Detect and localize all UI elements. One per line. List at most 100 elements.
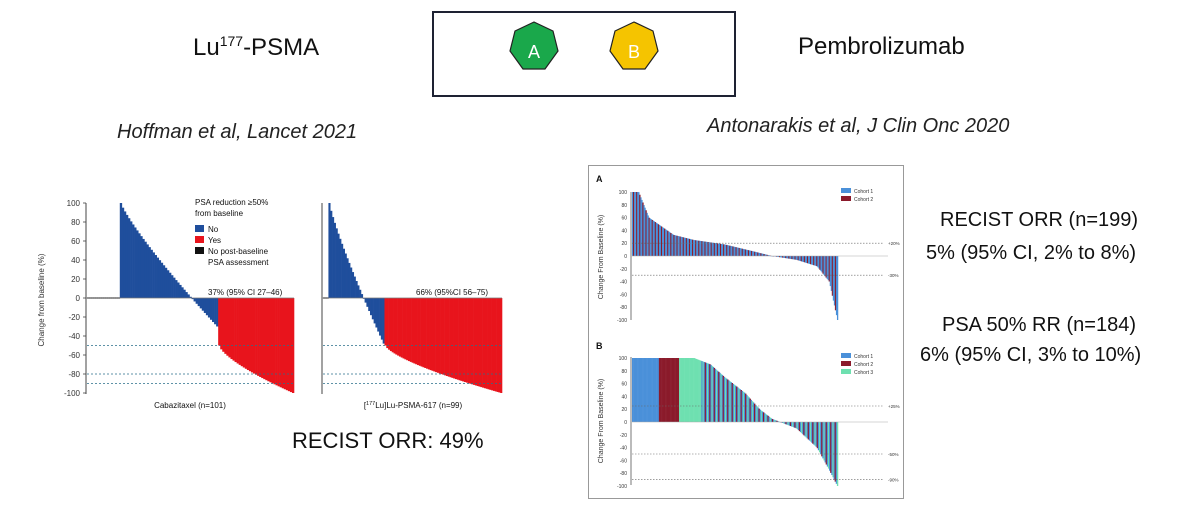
psma617-bar (474, 298, 477, 386)
psma617-bar (355, 281, 358, 298)
cabazitaxel-bar (148, 247, 151, 298)
psa-rr-line1: PSA 50% RR (n=184) (942, 314, 1136, 336)
legend-nopost-label2: PSA assessment (208, 258, 269, 267)
cabazitaxel-bar (183, 289, 186, 298)
psma617-bar (478, 298, 481, 387)
psma617-bar (337, 233, 340, 298)
cohort-b-bar (700, 360, 702, 422)
cohort-b-bar (672, 358, 674, 422)
cohort-b-bar (639, 358, 642, 422)
psma617-bar (454, 298, 458, 380)
cohort-b-bar (805, 422, 807, 438)
cohort-b-bar (640, 358, 643, 422)
cohort-a-reference-label: -30% (888, 273, 899, 278)
cabazitaxel-bar (291, 298, 295, 393)
cohort-a-reference-label: +20% (888, 241, 900, 246)
cohort-b-bar (708, 363, 710, 422)
cohort-a-bar (662, 227, 664, 256)
cabazitaxel-bar (238, 298, 242, 365)
cabazitaxel-bar (234, 298, 237, 363)
cabazitaxel-bar (140, 236, 143, 298)
pembrolizumab-waterfall-chart: A B Change From Baseline (%) Change From… (588, 165, 904, 499)
cohort-a-bar (784, 256, 786, 258)
cohort-b-bar (690, 358, 692, 422)
cohort-a-bar (823, 256, 825, 276)
cohort-a-bar (763, 254, 765, 256)
cohort-a-bar (814, 256, 816, 266)
cabazitaxel-bar (201, 298, 205, 311)
legend-no-label: No (208, 225, 219, 234)
cohort-a-bar (732, 246, 734, 256)
left-y-tick-label: 40 (71, 256, 80, 265)
psma617-bar (388, 298, 391, 350)
cohort-b-y-tick-label: -40 (620, 446, 627, 452)
cohort-a-y-tick-label: -40 (620, 280, 627, 286)
left-y-tick-label: 80 (71, 218, 80, 227)
pb-legend-cohort3: Cohort 3 (854, 370, 873, 376)
cohort-b-bar (741, 390, 744, 422)
comparison-box: A B (432, 11, 736, 97)
psma617-bar (487, 298, 490, 390)
cohort-b-bar (715, 369, 718, 422)
badges-svg: A B (509, 21, 659, 70)
cabazitaxel-bar (136, 230, 139, 298)
cohort-a-bar (748, 250, 751, 256)
cabazitaxel-bar (197, 298, 201, 307)
cabazitaxel-bar (230, 298, 233, 360)
psma617-bar (373, 298, 376, 324)
cohort-a-bar (645, 210, 647, 256)
cohort-a-bar (633, 192, 635, 256)
cabazitaxel-bar (259, 298, 262, 377)
psma617-bar (370, 298, 373, 316)
cabazitaxel-bar (166, 270, 170, 298)
cohort-b-bar (801, 422, 803, 434)
psma617-bar (389, 298, 393, 352)
cohort-a-bar (635, 192, 637, 256)
psma617-bar (458, 298, 461, 381)
left-citation: Hoffman et al, Lancet 2021 (117, 121, 358, 143)
cabazitaxel-bar (267, 298, 270, 382)
cohort-b-bar (634, 358, 636, 422)
cohort-b-bar (769, 417, 772, 422)
cohort-b-bar (821, 422, 823, 457)
cohort-b-bar (655, 358, 657, 422)
panel-b-reference-lines: +25% -50% -90% (632, 404, 900, 483)
left-title-sup: 177 (219, 33, 244, 49)
cohort-b-bar (677, 358, 680, 422)
cohort-b-bar (767, 415, 769, 422)
cabazitaxel-bar (187, 294, 190, 298)
cohort-a-bar (735, 247, 737, 256)
cohort-a-bar (742, 248, 745, 256)
cabazitaxel-bar (199, 298, 203, 309)
cabazitaxel-bar (250, 298, 254, 373)
cohort-a-bar (656, 223, 659, 256)
cohort-a-bar (700, 241, 702, 256)
cohort-b-bar (656, 358, 658, 422)
cohort-a-bar (830, 256, 833, 291)
cohort-b-bar (830, 422, 832, 473)
cohort-a-bar (813, 256, 815, 266)
cohort-a-bar (793, 256, 795, 260)
cohort-b-bar (729, 381, 731, 422)
left-annotation: 37% (95% CI 27–46) (208, 288, 283, 297)
psma617-bar (436, 298, 440, 373)
cabazitaxel-bar (248, 298, 252, 372)
cohort-a-bar (634, 192, 636, 256)
cabazitaxel-bar (193, 298, 196, 302)
cohort-b-bar (812, 422, 814, 444)
psma617-bar (339, 238, 342, 298)
cohort-a-bar (740, 248, 742, 256)
cohort-a-bar (711, 242, 713, 256)
pb-legend-cohort2: Cohort 2 (854, 362, 873, 368)
cohort-a-bar (721, 244, 723, 256)
cohort-b-bar (814, 422, 816, 446)
psma617-bar (333, 222, 336, 298)
cohort-a-y-tick-label: -20 (620, 267, 627, 273)
cohort-b-bar (790, 422, 793, 427)
cohort-a-bar (712, 242, 715, 256)
psma617-bar (350, 267, 353, 298)
cohort-a-bar (669, 232, 671, 256)
cohort-b-bar (836, 422, 839, 486)
psma617-bar (431, 298, 434, 371)
cohort-a-bar (724, 244, 726, 256)
